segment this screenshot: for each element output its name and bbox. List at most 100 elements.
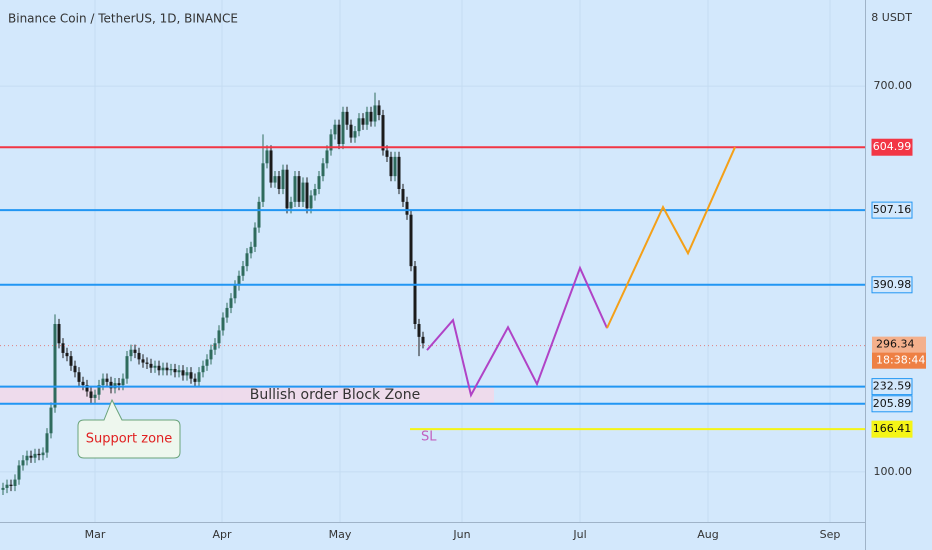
candle-body [353, 131, 357, 138]
candle-body [57, 324, 61, 344]
candle-body [37, 453, 41, 456]
candle-body [281, 169, 285, 189]
candle-body [357, 118, 361, 132]
candle-body [313, 189, 317, 196]
candle-body [45, 433, 49, 453]
candle-body [337, 124, 341, 144]
candle-body [5, 484, 9, 488]
support-label: Support zone [86, 432, 173, 447]
candle-body [149, 363, 153, 368]
candle-body [33, 453, 37, 458]
level-label: 232.59 [873, 380, 912, 393]
x-tick-label: Sep [820, 528, 841, 541]
candle-body [333, 124, 337, 135]
level-label-box [871, 138, 913, 156]
candle-body [317, 176, 321, 189]
candle-body [153, 365, 157, 368]
candle-body [305, 182, 309, 209]
y-tick-label: 100.00 [874, 465, 913, 478]
candle-body [265, 150, 269, 164]
candle-body [293, 176, 297, 202]
x-tick-label: Mar [85, 528, 106, 541]
projection-line [606, 146, 736, 329]
candle-body [89, 391, 93, 398]
level-label-box [871, 395, 913, 413]
candle-body [125, 356, 129, 379]
candle-body [197, 372, 201, 382]
candle-body [157, 365, 161, 371]
candle-body [65, 352, 69, 357]
candle-body [85, 385, 89, 392]
candle-body [369, 111, 373, 122]
candle-body [93, 394, 97, 398]
candle-body [121, 378, 125, 386]
candle-body [209, 349, 213, 360]
projection-line [426, 265, 608, 398]
candle-body [381, 115, 385, 151]
level-label: 390.98 [873, 278, 912, 291]
candle-body [1, 487, 5, 490]
current-price-label: 296.34 [876, 338, 915, 351]
candle-body [245, 253, 249, 267]
candle-body [257, 201, 261, 228]
level-label: 507.16 [873, 203, 912, 216]
candle-body [269, 150, 273, 183]
x-tick-label: May [329, 528, 352, 541]
candle-body [161, 367, 165, 371]
candle-body [185, 372, 189, 376]
x-tick-label: Jun [452, 528, 470, 541]
stop-label: SL [421, 430, 437, 445]
candle-body [417, 324, 421, 337]
candle-body [13, 479, 17, 486]
candle-body [241, 266, 245, 276]
candle-body [201, 365, 205, 373]
candle-body [393, 156, 397, 177]
zone-label: Bullish order Block Zone [250, 387, 421, 403]
candle-body [193, 378, 197, 382]
candle-body [25, 455, 29, 461]
candle-body [101, 378, 105, 386]
candle-body [189, 372, 193, 379]
candle-body [217, 330, 221, 344]
candle-body [365, 111, 369, 125]
support-callout [77, 398, 181, 459]
candle-body [385, 150, 389, 157]
candle-body [373, 105, 377, 122]
level-label-box [871, 378, 913, 396]
candle-body [173, 369, 177, 373]
candle-body [409, 214, 413, 267]
candle-body [253, 227, 257, 247]
candle-body [9, 484, 13, 486]
candle-body [309, 195, 313, 209]
candle-body [405, 201, 409, 215]
candle-body [285, 169, 289, 209]
level-label: 604.99 [873, 140, 912, 153]
candle-body [329, 134, 333, 151]
candle-body [421, 336, 425, 344]
candle-body [145, 362, 149, 364]
y-axis-top-label: 8 USDT [871, 11, 912, 24]
candle-body [109, 381, 113, 389]
candle-body [361, 118, 365, 125]
candle-body [321, 163, 325, 177]
candle-body [97, 385, 101, 395]
order-block-zone [0, 386, 494, 404]
candle-body [301, 182, 305, 202]
level-label-box [871, 420, 913, 438]
chart-title: Binance Coin / TetherUS, 1D, BINANCE [8, 12, 238, 26]
level-label: 205.89 [873, 397, 912, 410]
level-label-box [871, 276, 913, 294]
candle-body [105, 378, 109, 382]
candle-body [213, 343, 217, 350]
candle-body [141, 359, 145, 363]
candle-body [77, 372, 81, 382]
candle-body [81, 381, 85, 386]
candle-body [177, 370, 181, 373]
candle-body [165, 367, 169, 371]
candle-body [341, 111, 345, 144]
candle-body [21, 460, 25, 466]
candle-body [233, 285, 237, 299]
candle-body [249, 246, 253, 254]
candle-body [205, 359, 209, 366]
candle-body [53, 324, 57, 408]
